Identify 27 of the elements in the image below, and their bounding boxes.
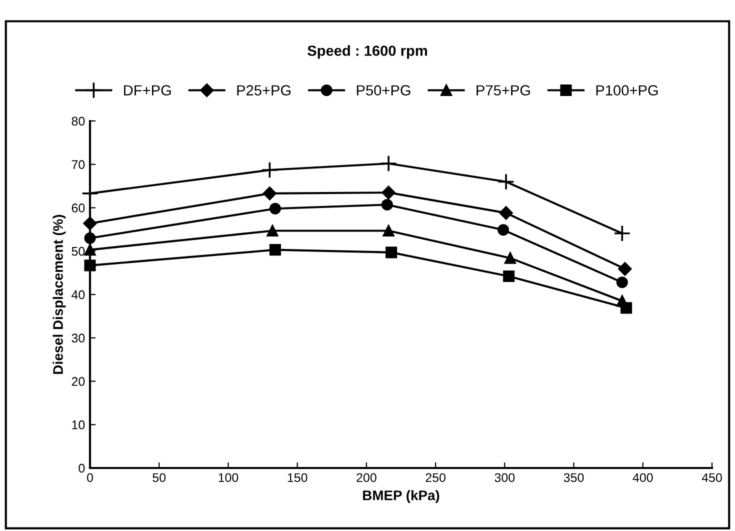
y-tick-label: 40: [72, 290, 85, 300]
y-tick-label: 30: [72, 334, 85, 343]
chart-title: Speed : 1600 rpm: [308, 45, 427, 59]
y-tick-label: 50: [72, 246, 85, 256]
y-tick-label: 0: [78, 464, 85, 473]
x-tick-label: 0: [87, 473, 93, 482]
y-axis-title: Diesel Displacement (%): [52, 214, 66, 374]
x-tick-label: 250: [426, 473, 446, 482]
x-tick-label: 350: [564, 473, 584, 482]
x-tick-label: 50: [152, 473, 166, 482]
y-tick-label: 70: [72, 160, 85, 170]
y-tick-label: 10: [72, 420, 85, 430]
x-tick-label: 100: [218, 473, 238, 482]
y-tick-label: 80: [72, 116, 85, 126]
y-tick-label: 20: [72, 377, 85, 386]
x-axis-title: BMEP (kPa): [363, 490, 440, 504]
y-tick-label: 60: [72, 204, 85, 212]
legend-label: P75+PG: [476, 85, 530, 96]
x-tick-label: 150: [288, 473, 308, 482]
legend-label: P100+PG: [596, 85, 658, 96]
x-tick-label: 300: [494, 473, 515, 482]
x-tick-label: 400: [632, 473, 653, 482]
legend-label: DF+PG: [124, 85, 171, 96]
x-tick-label: 200: [356, 473, 376, 482]
legend-label: P25+PG: [237, 85, 290, 96]
legend-label: P50+PG: [356, 85, 410, 96]
x-tick-label: 450: [702, 473, 722, 482]
